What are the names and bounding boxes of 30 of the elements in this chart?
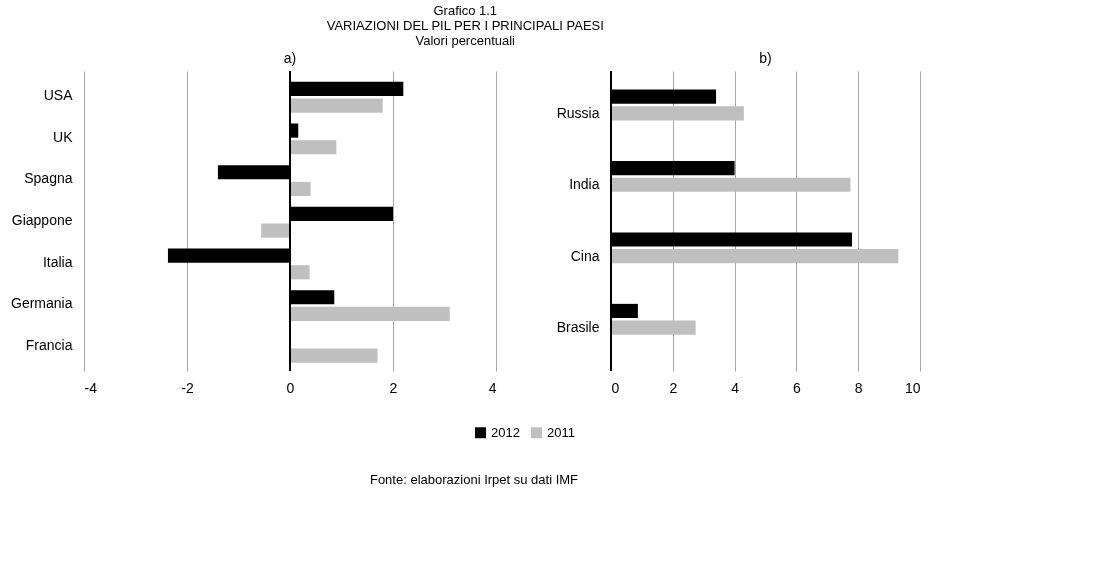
chart-title: a) [283, 50, 297, 66]
x-tick-label: 8 [854, 379, 863, 396]
y-tick-label: Brasile [556, 319, 600, 336]
text: Grafico 1.1 [433, 3, 498, 18]
text: VARIAZIONI DEL PIL PER I PRINCIPALI PAESI [326, 18, 604, 33]
chart-title: b) [759, 50, 772, 66]
text: Valori percentuali [415, 33, 516, 48]
y-tick-label: USA [43, 87, 74, 103]
x-tick-label: 4 [731, 379, 740, 396]
x-tick-label: 10 [904, 379, 921, 396]
y-tick-label: Giappone [11, 212, 73, 228]
y-tick-label: Francia [25, 337, 73, 353]
x-tick-label: 2 [669, 379, 678, 396]
x-tick-label: -4 [84, 379, 98, 396]
legend-label: 2012 [491, 424, 520, 440]
x-tick-label: 2 [389, 379, 398, 396]
x-tick-label: 0 [611, 379, 620, 396]
x-tick-label: 6 [793, 379, 801, 396]
x-tick-label: -2 [181, 379, 194, 396]
y-tick-label: Russia [556, 104, 600, 121]
y-tick-label: Germania [11, 295, 73, 312]
legend-label: 2011 [547, 424, 575, 440]
x-tick-label: 0 [286, 379, 295, 396]
x-tick-label: 4 [488, 379, 497, 396]
y-tick-label: Cina [570, 247, 600, 264]
y-tick-label: India [569, 176, 600, 193]
source-note: Fonte: elaborazioni Irpet su dati IMF [369, 472, 579, 487]
y-tick-label: Spagna [24, 170, 73, 187]
y-tick-label: Italia [42, 253, 73, 270]
y-tick-label: UK [53, 128, 74, 145]
